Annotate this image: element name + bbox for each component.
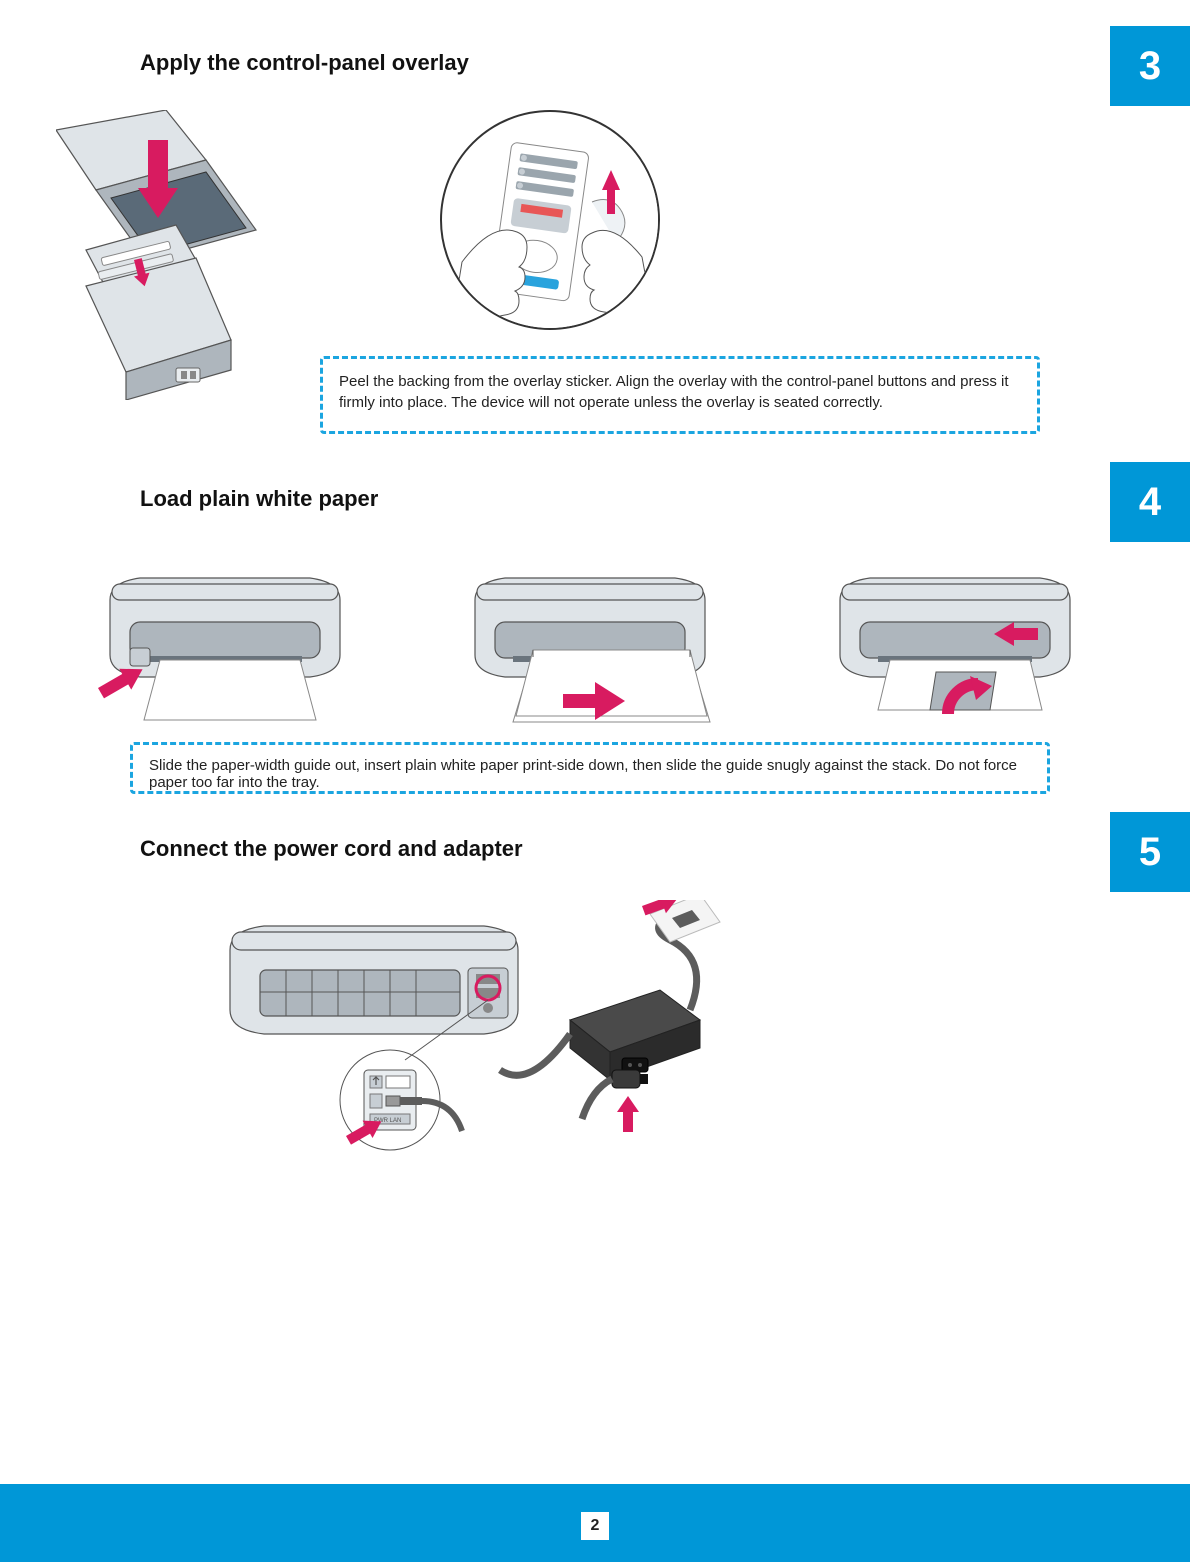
step-5-number: 5	[1139, 830, 1161, 875]
step-4-number: 4	[1139, 480, 1161, 525]
step-3-number: 3	[1139, 44, 1161, 89]
step-3-title: Apply the control-panel overlay	[140, 50, 469, 76]
page-number: 2	[581, 1512, 609, 1540]
step-5-illustration-power: PWR LAN	[220, 900, 780, 1180]
step-4-callout: Slide the paper-width guide out, insert …	[130, 742, 1050, 794]
step-3-callout: Peel the backing from the overlay sticke…	[320, 356, 1040, 434]
step-4-illustration-a	[70, 560, 390, 730]
step-5-tab: 5	[1110, 812, 1190, 892]
step-5-title: Connect the power cord and adapter	[140, 836, 523, 862]
step-4-illustration-c	[800, 560, 1120, 730]
step-3-illustration-printer	[56, 110, 276, 400]
step-4-callout-text: Slide the paper-width guide out, insert …	[149, 757, 1017, 791]
step-3-callout-text: Peel the backing from the overlay sticke…	[339, 373, 1009, 411]
page-number-text: 2	[591, 1517, 600, 1535]
step-3-illustration-overlay-peel	[440, 110, 660, 330]
step-4-tab: 4	[1110, 462, 1190, 542]
step-4-illustration-b	[435, 560, 755, 730]
step-4-title: Load plain white paper	[140, 486, 378, 512]
step-3-tab: 3	[1110, 26, 1190, 106]
